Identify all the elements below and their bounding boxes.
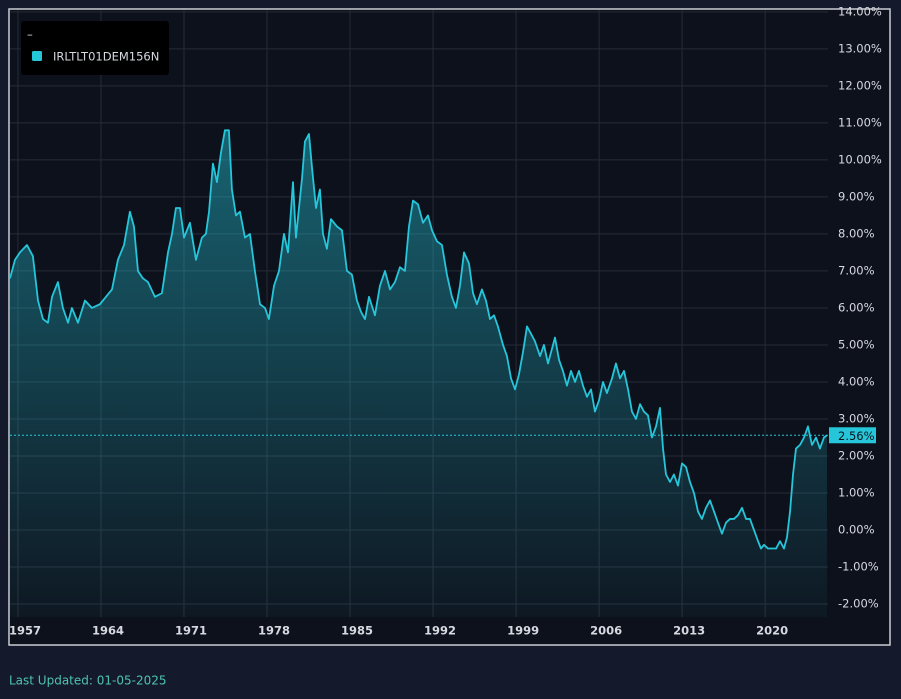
y-tick-label: 6.00% <box>838 300 875 314</box>
y-tick-label: -2.00% <box>838 597 879 611</box>
x-tick-label: 1971 <box>175 624 207 638</box>
y-tick-label: 10.00% <box>838 152 882 166</box>
line <box>10 129 828 550</box>
area-fill <box>10 130 827 617</box>
x-tick-label: 2006 <box>590 624 622 638</box>
y-tick-label: 3.00% <box>838 411 875 425</box>
x-tick-label: 1999 <box>507 624 539 638</box>
legend-title: – <box>27 28 33 42</box>
plot-area <box>10 129 828 617</box>
y-tick-label: -1.00% <box>838 560 879 574</box>
y-tick-label: 13.00% <box>838 41 882 55</box>
legend-swatch <box>32 51 42 61</box>
footnote: Last Updated: 01-05-2025 <box>9 674 166 688</box>
x-tick-label: 2013 <box>673 624 705 638</box>
y-tick-label: 0.00% <box>838 523 875 537</box>
axes: -2.00% -1.00% 0.00% 1.00% 2.00% 3.00% 4.00% 5.0… <box>9 4 882 637</box>
price-label: 2.56% <box>838 429 875 443</box>
x-tick-label: 2020 <box>756 624 788 638</box>
y-tick-label: 12.00% <box>838 78 882 92</box>
y-tick-label: 7.00% <box>838 263 875 277</box>
legend-label[interactable]: IRLTLT01DEM156N <box>53 50 159 64</box>
x-tick-label: 1964 <box>92 624 124 638</box>
y-tick-label: 1.00% <box>838 486 875 500</box>
y-tick-label: 2.00% <box>838 448 875 462</box>
y-tick-label: 5.00% <box>838 337 875 351</box>
x-tick-label: 1978 <box>258 624 290 638</box>
legend-box <box>21 21 169 75</box>
price-label-box <box>829 427 876 444</box>
y-tick-label: 4.00% <box>838 374 875 388</box>
y-tick-label: 9.00% <box>838 189 875 203</box>
y-tick-label: 11.00% <box>838 115 882 129</box>
y-tick-label: 8.00% <box>838 226 875 240</box>
x-tick-label: 1957 <box>9 624 41 638</box>
x-tick-label: 1985 <box>341 624 373 638</box>
x-tick-label: 1992 <box>424 624 456 638</box>
y-tick-label: 14.00% <box>838 4 882 18</box>
